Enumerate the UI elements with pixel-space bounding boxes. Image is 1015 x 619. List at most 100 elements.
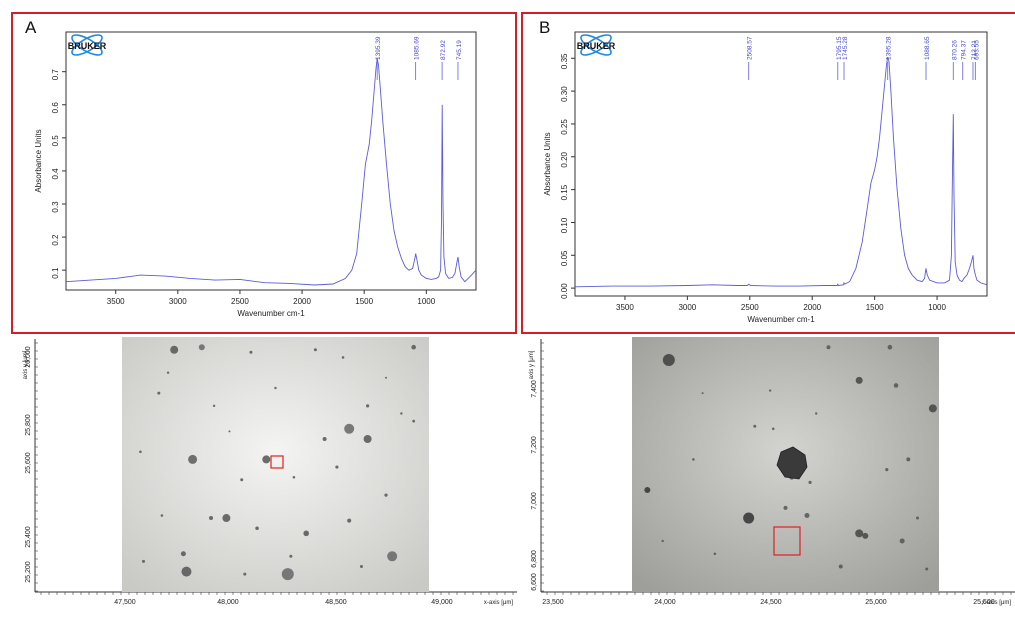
- particle: [303, 530, 310, 537]
- particle: [188, 454, 198, 464]
- particle: [783, 505, 788, 510]
- particle: [701, 392, 704, 395]
- particle: [281, 568, 294, 581]
- particle: [240, 478, 244, 482]
- particle: [768, 389, 772, 392]
- logo-orbit-2: [71, 34, 103, 56]
- x-tick-label: 25,500: [973, 599, 995, 606]
- peak-label: 1795.15: [836, 36, 843, 60]
- particle: [363, 435, 372, 443]
- y-tick-label: 25,800: [25, 414, 32, 436]
- particle: [906, 457, 911, 462]
- x-tick-label: 23,500: [542, 599, 564, 606]
- particle: [644, 487, 651, 493]
- x-tick-label: 3500: [107, 297, 125, 306]
- particle: [808, 480, 812, 484]
- particle: [387, 551, 398, 562]
- x-tick-label: 1000: [417, 297, 435, 306]
- particle: [928, 404, 937, 413]
- peak-label: 712.21: [971, 40, 978, 60]
- y-tick-label: 0.00: [560, 283, 569, 299]
- particle: [228, 430, 231, 433]
- particle: [925, 567, 929, 571]
- particle: [289, 554, 293, 558]
- peak-label: 1395.28: [886, 36, 893, 60]
- bruker-logo: BRUKER: [577, 34, 616, 56]
- particle: [181, 566, 192, 577]
- x-tick-label: 2000: [293, 297, 311, 306]
- peak-label: 2508.57: [747, 36, 754, 60]
- particle: [412, 419, 416, 423]
- peak-label: 1395.39: [375, 36, 382, 60]
- y-tick-label: 0.7: [51, 69, 60, 81]
- y-tick-label: 0.6: [51, 102, 60, 114]
- particle: [662, 353, 675, 366]
- x-tick-label: 2000: [803, 303, 821, 312]
- plot-frame: [574, 31, 988, 297]
- y-tick-label: 0.20: [560, 151, 569, 167]
- particle: [344, 423, 355, 434]
- particle: [262, 455, 271, 464]
- spectrum-line: [65, 58, 477, 286]
- x-tick-label: 1500: [866, 303, 884, 312]
- particle: [661, 539, 664, 543]
- selection-box: [270, 455, 284, 469]
- x-axis-label: x-axis [μm]: [982, 600, 1011, 606]
- micrograph-view-a: 26,000 25,800 25,600 25,400 25,200 47,500 48,0…: [23, 337, 517, 606]
- y-tick-label: 0.30: [560, 86, 569, 102]
- x-tick-label: 3500: [616, 303, 634, 312]
- x-axis-label: x-axis [μm]: [484, 600, 513, 606]
- logo-orbit-1: [580, 34, 612, 56]
- particle: [255, 526, 259, 531]
- particle: [771, 427, 775, 431]
- y-tick-label: 25,400: [25, 526, 32, 548]
- particle: [855, 376, 863, 384]
- x-tick-label: 48,000: [217, 599, 239, 606]
- x-tick-label: 2500: [231, 297, 249, 306]
- particle: [198, 344, 205, 351]
- y-axis-label: axis y [μm]: [529, 350, 535, 379]
- x-tick-label: 1500: [355, 297, 373, 306]
- particle: [243, 572, 247, 576]
- x-tick-label: 3000: [678, 303, 696, 312]
- y-axis-label: axis y [μm]: [23, 350, 29, 379]
- peak-label: 745.19: [456, 40, 463, 60]
- logo-text: BRUKER: [577, 41, 616, 51]
- y-tick-label: 0.4: [51, 168, 60, 180]
- panel-b-spectrum: B BRUKER 0.00 0.05 0.10 0.15 0.20 0.25 0.30 0.35…: [521, 12, 1015, 334]
- particle: [899, 538, 905, 544]
- x-axis-label: Wavenumber cm-1: [747, 315, 815, 324]
- particle: [385, 376, 388, 379]
- bruker-logo: BRUKER: [68, 34, 107, 56]
- micrograph-view-b: 7,400 7,200 7,000 6,800 6,600 23,500 24,000 24,…: [529, 337, 1015, 606]
- y-tick-label: 0.15: [560, 184, 569, 200]
- x-tick-label: 3000: [169, 297, 187, 306]
- panel-b-micrograph: 7,400 7,200 7,000 6,800 6,600 23,500 24,000 24,…: [519, 337, 1015, 619]
- particle: [141, 559, 145, 563]
- x-axis-label: Wavenumber cm-1: [237, 309, 305, 318]
- particle: [335, 465, 339, 469]
- peak-label: 1085.69: [414, 36, 421, 60]
- particle: [322, 437, 327, 441]
- particle: [166, 371, 170, 374]
- particle: [916, 516, 920, 520]
- particle: [713, 552, 717, 556]
- peak-label: 693.55: [973, 40, 980, 60]
- peak-label: 1088.65: [924, 36, 931, 60]
- peak-label: 872.92: [440, 40, 447, 60]
- x-tick-label: 24,500: [760, 599, 782, 606]
- panel-b-letter: B: [539, 18, 551, 37]
- y-axis-label: Absorbance Units: [543, 132, 552, 195]
- particle: [170, 345, 179, 354]
- y-tick-label: 7,400: [531, 380, 538, 398]
- y-tick-label: 6,800: [531, 550, 538, 568]
- x-tick-label: 24,000: [654, 599, 676, 606]
- selection-box: [773, 526, 801, 556]
- panel-a-spectrum: A BRUKER 0.1 0.2 0.3 0.4 0.5 0.6 0.7 3500 3000 250…: [11, 12, 517, 334]
- particle: [222, 514, 231, 523]
- particle: [347, 518, 352, 523]
- y-tick-label: 0.25: [560, 119, 569, 135]
- spectrum-chart-a: BRUKER 0.1 0.2 0.3 0.4 0.5 0.6 0.7 3500 3000 2500 2…: [34, 31, 477, 318]
- particle: [249, 350, 253, 354]
- particle: [274, 386, 277, 390]
